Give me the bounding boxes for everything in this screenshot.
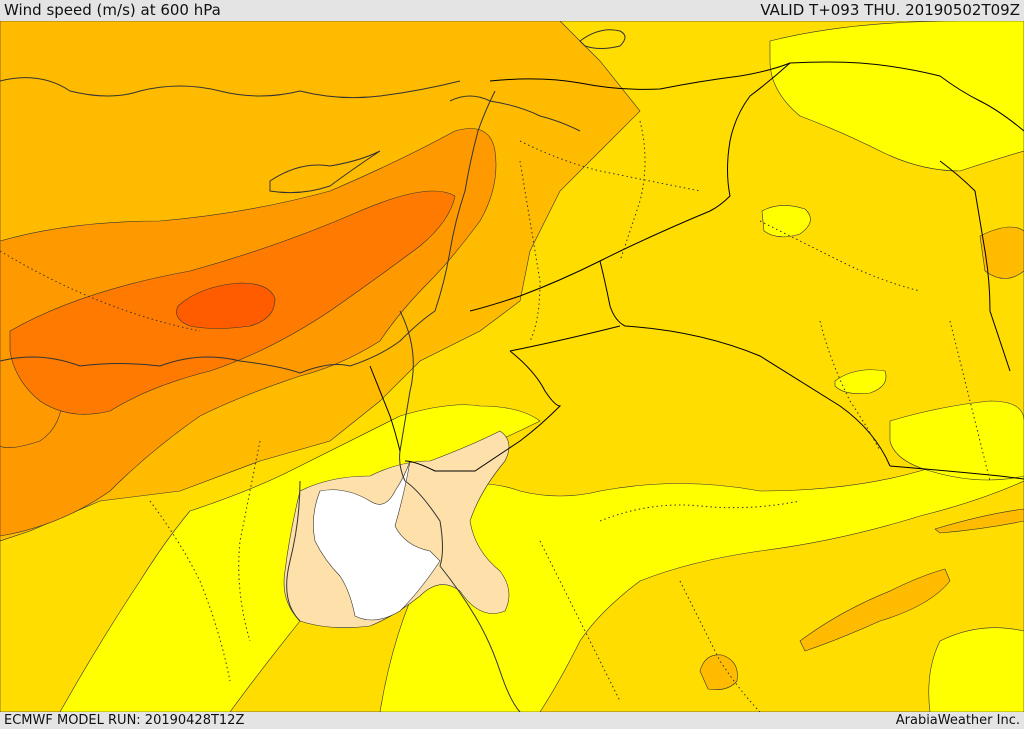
country-borders xyxy=(369,61,1024,480)
band-yellow-center xyxy=(379,440,1024,712)
band-yellow-northeast xyxy=(769,21,1024,172)
band-orange-east-edge xyxy=(934,508,1024,534)
band-orange-east xyxy=(979,226,1024,279)
band-yellow-islet-2 xyxy=(834,369,887,394)
credit: ArabiaWeather Inc. xyxy=(895,713,1020,728)
wind-speed-map xyxy=(0,21,1024,712)
band-yellow-islet-1 xyxy=(761,205,811,238)
band-strongest-core xyxy=(176,282,276,329)
model-run: ECMWF MODEL RUN: 20190428T12Z xyxy=(4,713,245,728)
map-title: Wind speed (m/s) at 600 hPa xyxy=(4,1,221,19)
dotted-admin-lines xyxy=(0,120,991,712)
header-bar: Wind speed (m/s) at 600 hPa VALID T+093 … xyxy=(0,0,1024,21)
valid-time: VALID T+093 THU. 20190502T09Z xyxy=(760,1,1020,19)
band-orange-south-patch xyxy=(699,654,738,690)
map-canvas xyxy=(0,21,1024,712)
band-yellow-southeast xyxy=(928,627,1024,712)
footer-bar: ECMWF MODEL RUN: 20190428T12Z ArabiaWeat… xyxy=(0,712,1024,729)
band-white xyxy=(313,460,441,621)
coastlines xyxy=(0,29,626,712)
band-orange-southeast xyxy=(799,568,951,652)
band-yellow-east xyxy=(889,400,1024,481)
